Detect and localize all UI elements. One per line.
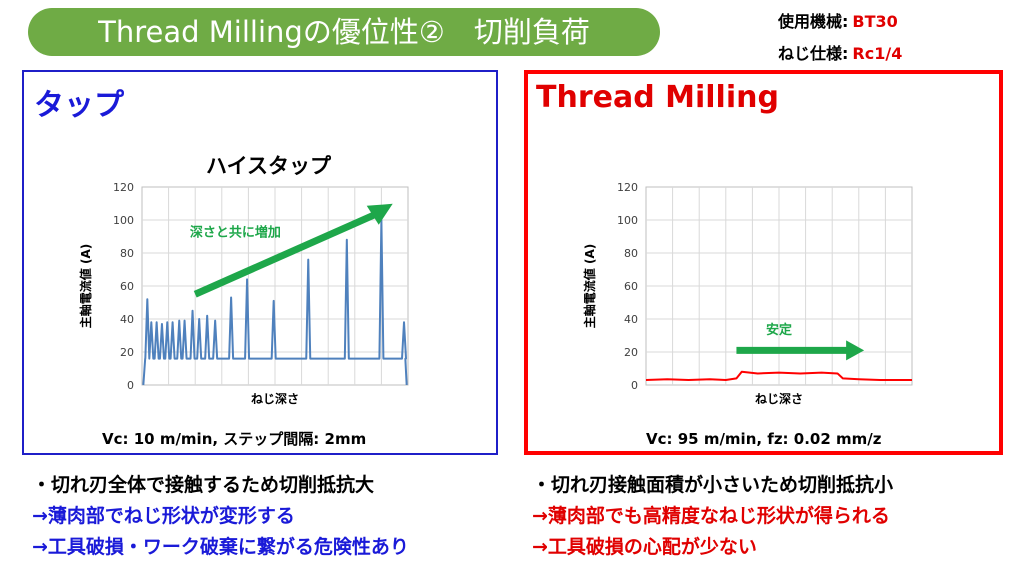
spec-machine-label: 使用機械: [778, 12, 849, 31]
spec-thread-label: ねじ仕様: [778, 44, 849, 63]
thread-milling-current-chart: 0 20 40 60 80 100 120 ねじ深さ 主軸電流値 (A) 安定 [582, 181, 913, 406]
spec-thread: ねじ仕様: Rc1/4 [778, 40, 902, 64]
x-axis-label: ねじ深さ [251, 391, 299, 406]
tap-chart-title: ハイスタップ [206, 154, 331, 178]
increase-arrow-head [366, 203, 393, 225]
increase-arrow-shaft [193, 210, 379, 298]
tap-current-series [142, 219, 408, 386]
tap-current-chart: 0 20 40 60 80 100 120 ねじ深さ 主軸電流値 (A) 深さと共に増加 [78, 181, 409, 406]
y-tick-label: 120 [617, 181, 638, 194]
tap-panel: タップ ハイスタップ 0 20 40 60 80 100 120 ねじ深さ 主軸電流値 (A) 深… [22, 70, 498, 455]
y-tick-label: 120 [113, 181, 134, 194]
y-tick-label: 0 [631, 379, 638, 392]
y-tick-label: 60 [624, 280, 638, 293]
thread-milling-current-series [645, 370, 912, 382]
slide-title: Thread Millingの優位性② 切削負荷 [28, 8, 660, 56]
spec-machine: 使用機械: BT30 [778, 8, 898, 32]
tap-bullet-3: →工具破損・ワーク破棄に繋がる危険性あり [32, 536, 409, 558]
y-tick-label: 20 [624, 346, 638, 359]
y-tick-label: 40 [624, 313, 638, 326]
y-tick-label: 80 [624, 247, 638, 260]
stable-arrow-head [846, 340, 865, 361]
y-axis-label: 主軸電流値 (A) [582, 244, 597, 328]
thread-milling-heading: Thread Milling [536, 80, 779, 115]
y-tick-label: 20 [120, 346, 134, 359]
tap-bullets: ・切れ刃全体で接触するため切削抵抗大 →薄肉部でねじ形状が変形する →工具破損・… [32, 470, 409, 563]
thread-milling-bullet-3: →工具破損の心配が少ない [532, 536, 757, 558]
thread-milling-caption: Vc: 95 m/min, fz: 0.02 mm/z [646, 430, 882, 448]
tap-caption: Vc: 10 m/min, ステップ間隔: 2mm [102, 430, 367, 448]
thread-milling-bullet-2: →薄肉部でも高精度なねじ形状が得られる [532, 505, 890, 527]
tap-heading: タップ [34, 88, 124, 123]
y-tick-label: 100 [113, 214, 134, 227]
thread-milling-bullet-1: ・切れ刃接触面積が小さいため切削抵抗小 [532, 474, 894, 496]
y-tick-label: 100 [617, 214, 638, 227]
y-tick-label: 0 [127, 379, 134, 392]
spec-machine-value: BT30 [852, 12, 898, 31]
stable-annotation: 安定 [766, 322, 792, 338]
thread-milling-bullets: ・切れ刃接触面積が小さいため切削抵抗小 →薄肉部でも高精度なねじ形状が得られる … [532, 470, 893, 563]
y-tick-label: 80 [120, 247, 134, 260]
increase-annotation: 深さと共に増加 [190, 225, 281, 241]
thread-milling-panel: Thread Milling 0 20 40 60 80 100 120 ねじ深さ 主軸電流値 … [524, 70, 1003, 455]
y-axis-label: 主軸電流値 (A) [78, 244, 93, 328]
tap-bullet-1: ・切れ刃全体で接触するため切削抵抗大 [32, 474, 375, 496]
x-axis-label: ねじ深さ [755, 391, 803, 406]
y-tick-label: 40 [120, 313, 134, 326]
y-tick-label: 60 [120, 280, 134, 293]
spec-thread-value: Rc1/4 [852, 44, 903, 63]
tap-bullet-2: →薄肉部でねじ形状が変形する [32, 505, 295, 527]
